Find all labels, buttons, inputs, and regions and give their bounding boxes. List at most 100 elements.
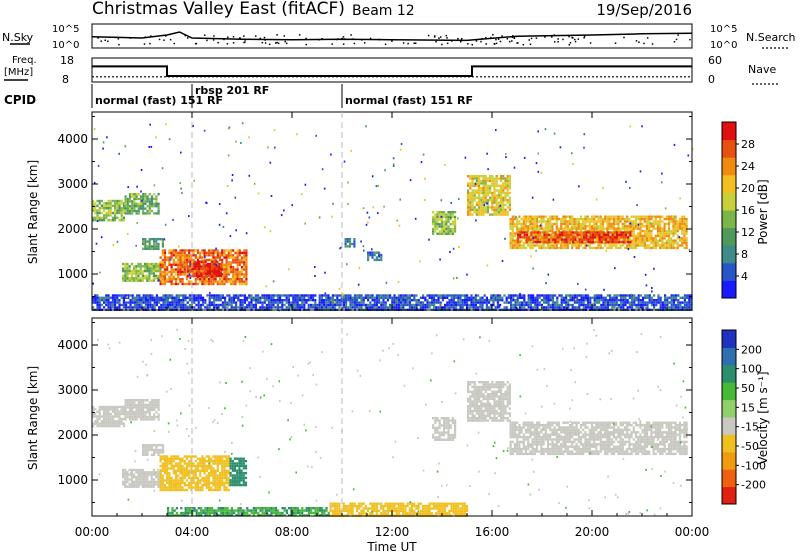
heat-cell (439, 301, 442, 304)
heat-cell (448, 294, 451, 297)
heat-cell (632, 227, 635, 230)
heat-cell (185, 263, 189, 266)
heat-cell (652, 239, 655, 242)
heat-cell (163, 263, 167, 266)
heat-cell (186, 296, 189, 299)
heat-cell (685, 239, 688, 242)
heat-cell (613, 231, 616, 234)
heat-cell (148, 418, 151, 421)
heat-cell (94, 301, 97, 304)
heat-cell (103, 296, 106, 299)
heat-cell (318, 299, 321, 302)
heat-cell (630, 293, 633, 296)
heat-cell (240, 256, 244, 259)
heat-cell (461, 301, 464, 304)
heat-cell (518, 303, 521, 307)
nsky-tick-bottom: 10^0 (52, 40, 79, 51)
heat-cell (150, 478, 153, 481)
heat-cell (445, 225, 448, 228)
heat-cell (157, 238, 160, 241)
heat-cell (144, 267, 147, 270)
heat-cell (146, 406, 149, 409)
heat-cell (617, 303, 620, 307)
heat-cell (96, 296, 99, 299)
heat-cell (439, 258, 441, 261)
heat-cell (380, 303, 383, 307)
heat-cell (547, 296, 550, 299)
heat-cell (122, 262, 125, 266)
heat-cell (114, 216, 117, 219)
heat-cell (572, 238, 575, 241)
heat-cell (558, 294, 561, 297)
heat-cell (131, 403, 134, 407)
heat-cell (546, 229, 550, 233)
heat-cell (434, 230, 437, 233)
heat-cell (232, 306, 235, 309)
heat-cell (529, 217, 532, 221)
heat-cell (281, 306, 284, 309)
heat-cell (610, 227, 613, 230)
heat-cell (485, 301, 488, 304)
heat-cell (212, 280, 215, 283)
noise-point (573, 38, 576, 41)
heat-cell (303, 306, 306, 309)
heat-cell (131, 418, 134, 421)
heat-cell (580, 294, 583, 297)
heat-cell (144, 193, 147, 196)
heat-cell (208, 296, 211, 299)
heat-cell (635, 296, 638, 299)
heat-cell (562, 220, 565, 223)
heat-cell (546, 244, 550, 247)
heat-cell (146, 267, 149, 270)
noise-point (244, 39, 247, 41)
heat-cell (168, 251, 171, 255)
heat-cell (198, 260, 201, 263)
heat-cell (126, 411, 129, 414)
heat-cell (630, 220, 633, 223)
heat-cell (146, 453, 149, 456)
heat-cell (527, 220, 530, 223)
heat-cell (578, 301, 581, 304)
heat-cell (229, 249, 233, 252)
heat-cell (443, 215, 446, 219)
noise-point (557, 40, 559, 43)
heat-cell (155, 205, 158, 208)
heat-cell (633, 303, 636, 307)
heat-cell (484, 194, 487, 197)
heat-cell (681, 227, 684, 230)
heat-cell (511, 225, 514, 228)
heat-cell (392, 157, 395, 160)
heat-cell (657, 299, 660, 302)
heat-cell (474, 182, 477, 185)
heat-cell (474, 294, 477, 297)
heat-cell (628, 303, 631, 307)
heat-cell (543, 294, 546, 297)
heat-cell (607, 306, 609, 309)
heat-cell (598, 238, 601, 241)
heat-cell (556, 238, 559, 241)
heat-cell (524, 229, 528, 233)
heat-cell (307, 296, 310, 299)
heat-cell (136, 306, 139, 309)
heat-cell (599, 229, 602, 233)
heat-cell (235, 229, 237, 232)
heat-cell (98, 216, 101, 219)
heat-cell (608, 234, 611, 238)
heat-cell (495, 177, 498, 180)
heat-cell (656, 232, 660, 235)
heat-cell (599, 246, 602, 250)
heat-cell (469, 211, 472, 214)
heat-cell (611, 301, 614, 304)
heat-cell (103, 408, 106, 411)
heat-cell (571, 229, 574, 233)
noise-point (407, 42, 409, 45)
heat-cell (139, 267, 142, 270)
heat-cell (415, 294, 418, 297)
heat-cell (127, 296, 130, 299)
heat-cell (509, 232, 512, 235)
heat-cell (226, 185, 229, 188)
heat-cell (148, 205, 151, 208)
heat-cell (602, 236, 605, 239)
heat-cell (584, 306, 587, 309)
heat-cell (144, 265, 147, 268)
